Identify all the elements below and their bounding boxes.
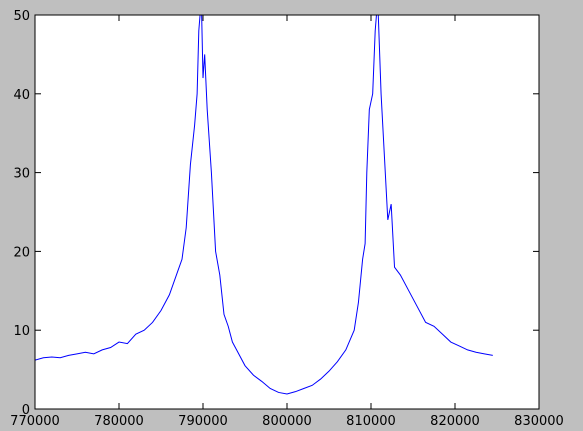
y-tick-label: 50 bbox=[13, 9, 30, 24]
y-tick-label: 20 bbox=[13, 245, 30, 260]
y-tick-label: 10 bbox=[13, 324, 30, 339]
y-tick-label: 40 bbox=[13, 88, 30, 103]
y-tick-label: 30 bbox=[13, 167, 30, 182]
x-tick-label: 820000 bbox=[430, 414, 480, 429]
y-tick-label: 0 bbox=[22, 403, 30, 418]
x-tick-label: 830000 bbox=[514, 414, 564, 429]
x-tick-label: 790000 bbox=[178, 414, 228, 429]
x-tick-label: 810000 bbox=[346, 414, 396, 429]
x-tick-label: 770000 bbox=[10, 414, 60, 429]
axes-frame bbox=[34, 14, 540, 410]
x-tick-label: 780000 bbox=[94, 414, 144, 429]
x-tick-label: 800000 bbox=[262, 414, 312, 429]
plot-area bbox=[35, 15, 539, 409]
data-line bbox=[35, 15, 493, 395]
